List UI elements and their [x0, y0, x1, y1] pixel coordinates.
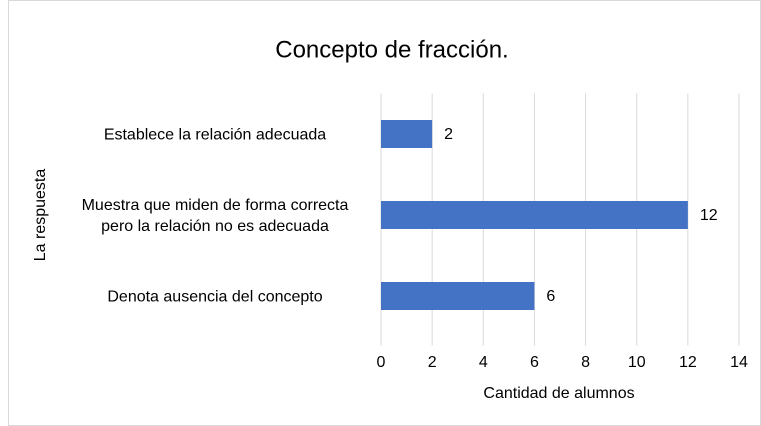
x-tick-label: 2 — [428, 354, 437, 371]
x-tick-label: 12 — [679, 354, 697, 371]
x-axis-label: Cantidad de alumnos — [483, 385, 634, 402]
data-label: 12 — [700, 207, 718, 224]
x-tick-label: 14 — [730, 354, 748, 371]
y-tick-label: Establece la relación adecuada — [103, 126, 327, 144]
x-tick-label: 6 — [530, 354, 539, 371]
data-label: 6 — [546, 288, 555, 305]
y-tick-label: Denota ausencia del concepto — [107, 288, 323, 306]
x-tick-label: 8 — [581, 354, 590, 371]
y-tick-label: Muestra que miden de forma correcta pero… — [81, 197, 349, 235]
x-tick-label: 0 — [377, 354, 386, 371]
bar — [381, 120, 433, 148]
y-axis-label: La respuesta — [32, 169, 49, 262]
chart-title: Concepto de fracción. — [275, 36, 508, 63]
x-tick-label: 10 — [628, 354, 646, 371]
x-tick-label: 4 — [479, 354, 488, 371]
bar — [381, 282, 535, 310]
bar — [381, 201, 688, 229]
data-label: 2 — [444, 126, 453, 143]
